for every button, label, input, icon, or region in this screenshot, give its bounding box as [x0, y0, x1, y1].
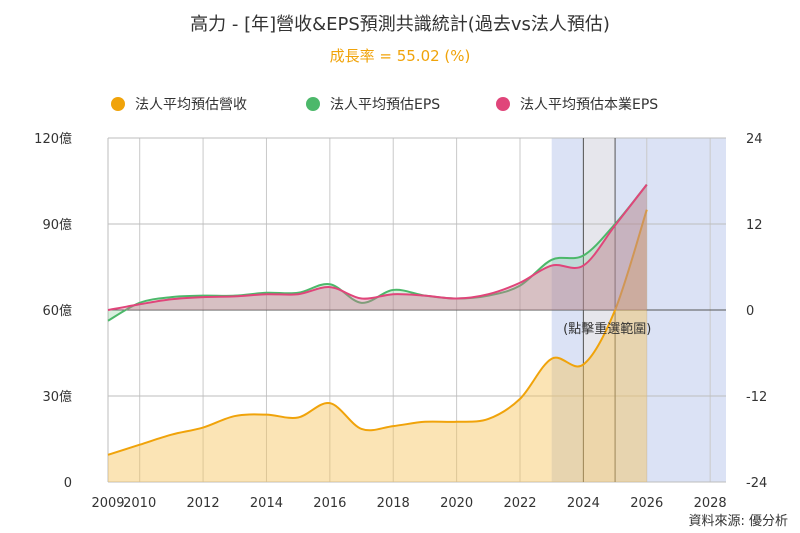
- x-tick-label-2012: 2012: [187, 496, 220, 511]
- chart-title: 高力 - [年]營收&EPS預測共識統計(過去vs法人預估): [190, 14, 610, 35]
- x-tick-label-2028: 2028: [694, 496, 727, 511]
- y-left-tick-label-0: 0: [64, 476, 72, 491]
- y-left-tick-label-1: 30億: [42, 389, 72, 405]
- series-core-eps-line[interactable]: [107, 183, 648, 311]
- legend-label-eps: 法人平均預估EPS: [330, 97, 441, 113]
- legend-dot-eps: [306, 97, 320, 111]
- chart-subtitle: 成長率 = 55.02 (%): [329, 47, 471, 65]
- x-tick-label-2014: 2014: [250, 496, 283, 511]
- legend-item-revenue[interactable]: 法人平均預估營收: [111, 94, 247, 114]
- legend-item-core-eps[interactable]: 法人平均預估本業EPS: [496, 94, 658, 114]
- y-right-tick-label-0: -24: [746, 476, 767, 491]
- x-tick-label-2010: 2010: [123, 496, 156, 511]
- series-revenue-area: [108, 209, 647, 482]
- x-tick-label-2020: 2020: [440, 496, 473, 511]
- series-core-eps-area: [108, 184, 647, 310]
- data-source: 資料來源: 優分析: [688, 514, 788, 529]
- x-tick-label-2022: 2022: [503, 496, 536, 511]
- x-tick-label-2009: 2009: [91, 496, 124, 511]
- x-tick-label-2018: 2018: [377, 496, 410, 511]
- legend-dot-revenue: [111, 97, 125, 111]
- legend-label-core-eps: 法人平均預估本業EPS: [520, 97, 659, 113]
- series-revenue-line[interactable]: [107, 209, 648, 456]
- y-right-tick-label-3: 12: [746, 218, 763, 233]
- x-tick-label-2024: 2024: [567, 496, 600, 511]
- reselect-range-hint[interactable]: (點擊重選範圍): [563, 321, 651, 337]
- y-right-tick-label-4: 24: [746, 132, 763, 147]
- chart-legend: 法人平均預估營收 法人平均預估EPS 法人平均預估本業EPS: [0, 94, 800, 116]
- y-left-tick-label-2: 60億: [42, 303, 72, 319]
- legend-item-eps[interactable]: 法人平均預估EPS: [306, 94, 440, 114]
- y-left-tick-label-4: 120億: [34, 131, 72, 147]
- series-eps-area: [108, 184, 647, 321]
- legend-label-revenue: 法人平均預估營收: [135, 97, 247, 113]
- legend-dot-core-eps: [496, 97, 510, 111]
- x-tick-label-2016: 2016: [313, 496, 346, 511]
- y-right-tick-label-1: -12: [746, 390, 767, 405]
- x-tick-label-2026: 2026: [630, 496, 663, 511]
- y-right-tick-label-2: 0: [746, 304, 754, 319]
- y-left-tick-label-3: 90億: [42, 217, 72, 233]
